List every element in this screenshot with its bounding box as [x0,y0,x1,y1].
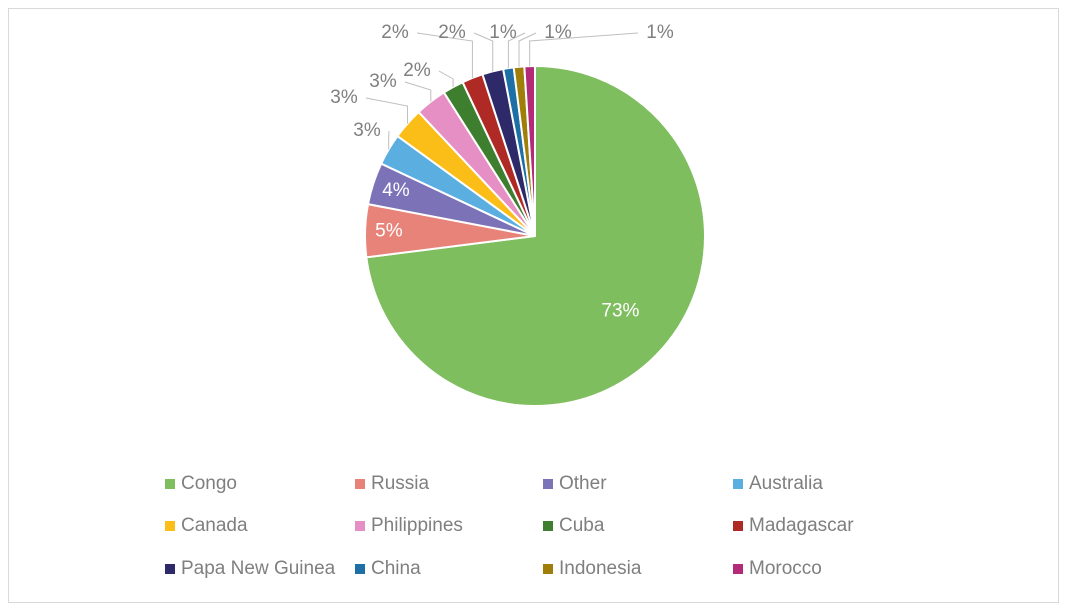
leader-line [473,32,494,72]
legend-label: Indonesia [559,558,642,579]
data-label: 2% [381,22,409,43]
legend-swatch [543,479,553,489]
legend-swatch [733,564,743,574]
legend-swatch [355,521,365,531]
legend-swatch [543,564,553,574]
legend-swatch [733,521,743,531]
legend-label: China [371,558,421,579]
pie-slice [523,64,536,237]
legend-swatch [355,564,365,574]
leader-line [507,32,526,69]
data-label: 1% [646,22,674,43]
legend-label: Canada [181,515,248,536]
legend-label: Cuba [559,515,605,536]
legend-label: Congo [181,473,237,494]
legend-label: Morocco [749,558,822,579]
legend-swatch [355,479,365,489]
leader-line [365,97,408,124]
leader-line [438,70,454,88]
data-label: 3% [330,87,358,108]
leader-line [518,32,537,67]
data-label: 3% [369,71,397,92]
legend-swatch [733,479,743,489]
data-label: 1% [489,22,517,43]
legend-label: Australia [749,473,823,494]
data-label: 5% [375,220,403,241]
legend-label: Philippines [371,515,463,536]
legend-label: Papa New Guinea [181,558,336,579]
legend-swatch [543,521,553,531]
legend-label: Madagascar [749,515,854,536]
legend-label: Other [559,473,607,494]
leader-line [404,81,432,102]
data-label: 3% [353,120,381,141]
leader-line [529,32,639,67]
data-label: 1% [544,22,572,43]
data-label: 2% [438,22,466,43]
data-label: 73% [601,300,639,321]
legend-swatch [165,521,175,531]
leader-line [416,32,473,78]
data-label: 2% [403,60,431,81]
legend-label: Russia [371,473,430,494]
legend-swatch [165,479,175,489]
data-label: 4% [382,180,410,201]
legend-swatch [165,564,175,574]
